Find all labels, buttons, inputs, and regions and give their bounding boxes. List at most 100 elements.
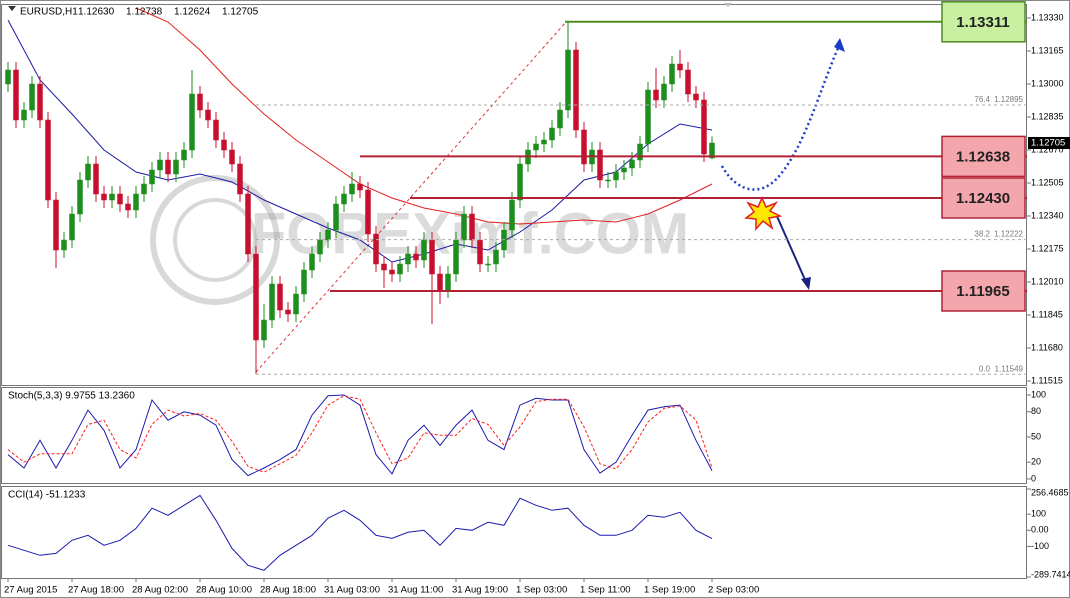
candle-body: [557, 109, 563, 129]
header-value: 1.12624: [174, 7, 211, 18]
candle-body: [429, 239, 435, 275]
candle-body: [461, 213, 467, 241]
candle-body: [269, 283, 275, 321]
candle-body: [45, 119, 51, 201]
candle-body: [397, 263, 403, 275]
fib-label: 38.2: [974, 230, 990, 239]
y-tick-label: 1.12835: [1031, 111, 1064, 121]
y-tick-label: -100: [1031, 541, 1049, 551]
stoch-pane: [1, 387, 1027, 484]
level-label: 1.13311: [956, 14, 1009, 31]
candle-body: [357, 183, 363, 191]
y-tick-label: 0: [1031, 473, 1036, 483]
candle-body: [653, 89, 659, 101]
candle-body: [677, 63, 683, 71]
cci-pane: [1, 486, 1027, 579]
candle-body: [229, 149, 235, 165]
header-value: 1.12705: [222, 7, 259, 18]
candle-body: [493, 249, 499, 265]
y-tick-label: 1.13000: [1031, 78, 1064, 88]
candle-body: [69, 213, 75, 241]
indicator-line: [7, 394, 713, 477]
x-tick-label: 27 Aug 18:00: [68, 585, 124, 596]
x-tick-label: 27 Aug 2015: [4, 585, 57, 596]
level-label: 1.12430: [956, 190, 1010, 207]
y-tick-label: 0.00: [1031, 525, 1049, 535]
y-tick-label: 1.11515: [1031, 375, 1063, 385]
y-tick-label: 1.12010: [1031, 276, 1064, 286]
candle-body: [85, 163, 91, 181]
candle-body: [701, 99, 707, 155]
candle-body: [205, 109, 211, 121]
cci-title: CCI(14) -51.1233: [8, 490, 86, 501]
y-tick-label: 1.11845: [1031, 309, 1063, 319]
candle-body: [341, 193, 347, 205]
y-tick-label: 1.13165: [1031, 45, 1064, 55]
candle-body: [621, 167, 627, 173]
candle-body: [613, 171, 619, 181]
candle-body: [5, 69, 11, 85]
candle-body: [661, 83, 667, 101]
candle-body: [125, 203, 131, 211]
candle-body: [181, 149, 187, 161]
symbol: EURUSD,H1: [20, 7, 78, 18]
fib-value: 1.12222: [994, 230, 1023, 239]
candle-body: [597, 149, 603, 181]
candle-body: [477, 239, 483, 265]
candle-body: [373, 233, 379, 265]
candle-body: [197, 93, 203, 111]
current-price-box: [1028, 137, 1070, 149]
candle-body: [365, 189, 371, 235]
candle-body: [685, 69, 691, 95]
candle-body: [77, 179, 83, 215]
projection-down: [775, 213, 807, 283]
candle-body: [117, 193, 123, 205]
candle-body: [141, 183, 147, 195]
candle-body: [669, 63, 675, 85]
candle-body: [37, 83, 43, 121]
candle-body: [405, 253, 411, 265]
current-price: 1.12705: [1031, 138, 1065, 149]
candle-body: [509, 199, 515, 231]
candle-body: [157, 159, 163, 171]
stoch-title: Stoch(5,3,3) 9.9755 13.2360: [8, 391, 135, 402]
menu-arrow: [8, 6, 16, 11]
fib-label: 0.0: [979, 364, 991, 373]
candle-body: [221, 139, 227, 151]
fib-value: 1.12895: [994, 95, 1023, 104]
candle-body: [381, 263, 387, 271]
candle-body: [245, 193, 251, 255]
candle-body: [285, 309, 291, 315]
candle-body: [693, 93, 699, 101]
y-tick-label: 100: [1031, 389, 1046, 399]
y-tick-label: 1.12175: [1031, 243, 1064, 253]
candle-body: [645, 89, 651, 145]
header-value: 1.12630: [78, 7, 115, 18]
candle-body: [253, 253, 259, 341]
breakout-burst: [744, 196, 783, 231]
candle-body: [149, 169, 155, 185]
level-box: [941, 135, 1026, 178]
candle-body: [533, 143, 539, 151]
candle-body: [437, 273, 443, 291]
level-box: [941, 1, 1026, 43]
moving-average: [135, 7, 713, 225]
candle-body: [317, 239, 323, 255]
candle-body: [709, 142, 715, 159]
candle-body: [133, 193, 139, 211]
shift-marker: [724, 3, 732, 7]
y-tick-label: 1.12340: [1031, 210, 1064, 220]
candle-body: [29, 83, 35, 111]
candle-body: [53, 199, 59, 251]
y-tick-label: 256.4685: [1031, 487, 1069, 497]
y-tick-label: 1.12670: [1031, 144, 1064, 154]
candle-body: [485, 263, 491, 266]
candle-body: [637, 143, 643, 161]
candle-body: [517, 163, 523, 201]
candle-body: [541, 139, 547, 145]
candle-body: [237, 163, 243, 195]
x-tick-label: 28 Aug 02:00: [132, 585, 188, 596]
y-tick-label: 80: [1031, 406, 1041, 416]
y-tick-label: 50: [1031, 431, 1041, 441]
